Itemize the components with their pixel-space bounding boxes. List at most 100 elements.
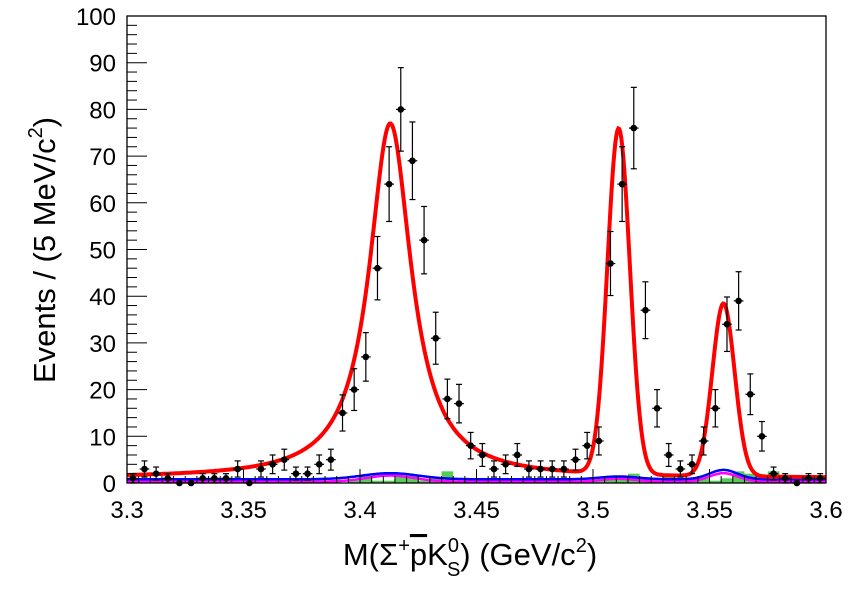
data-marker (537, 465, 544, 473)
y-axis-label: Events / (5 MeV/c2) (25, 117, 62, 383)
data-marker (618, 180, 626, 188)
data-marker (409, 157, 416, 165)
y-tick-label: 60 (89, 191, 116, 218)
data-point (209, 473, 220, 484)
data-marker (770, 470, 777, 477)
histogram-bar (593, 480, 605, 483)
data-marker (397, 106, 405, 113)
data-point (430, 311, 441, 365)
data-marker (688, 461, 696, 468)
data-marker (327, 456, 335, 463)
data-marker (339, 409, 346, 417)
histogram-bar (697, 478, 710, 483)
data-marker (479, 451, 486, 459)
histogram-bar (406, 475, 419, 483)
data-marker (583, 442, 591, 449)
data-point (279, 448, 290, 471)
data-marker (572, 456, 579, 463)
x-tick-label: 3.45 (453, 497, 500, 524)
data-point (314, 454, 325, 475)
fit-curves (127, 121, 826, 483)
data-marker (490, 465, 498, 473)
data-marker (222, 475, 230, 482)
data-marker (269, 461, 276, 468)
data-point (454, 383, 464, 424)
data-marker (141, 465, 148, 473)
data-marker (758, 433, 766, 440)
data-point (710, 389, 721, 428)
data-point (768, 466, 779, 481)
histogram-bar (418, 480, 430, 483)
data-point (605, 230, 616, 297)
data-point (500, 454, 511, 475)
data-point (698, 426, 709, 456)
x-tick-label: 3.3 (110, 497, 143, 524)
x-tick-label: 3.35 (220, 497, 267, 524)
data-marker (444, 395, 451, 403)
data-marker (152, 470, 160, 477)
x-tick-label: 3.4 (343, 497, 376, 524)
data-marker (735, 297, 742, 305)
y-tick-label: 0 (103, 471, 116, 498)
x-tick-label: 3.6 (809, 497, 842, 524)
data-marker (595, 437, 603, 445)
data-point (267, 454, 278, 475)
data-marker (723, 320, 731, 328)
data-marker (432, 334, 440, 342)
histogram-bar (721, 478, 733, 483)
data-marker (385, 180, 393, 188)
data-marker (350, 386, 358, 393)
data-marker (257, 465, 265, 473)
data-point (465, 431, 476, 460)
data-point (652, 389, 662, 428)
data-point (395, 67, 406, 152)
data-marker (280, 456, 288, 463)
x-tick-label: 3.5 (576, 497, 609, 524)
data-point (232, 460, 243, 478)
y-tick-label: 80 (89, 97, 116, 124)
data-marker (607, 260, 614, 267)
data-marker (420, 236, 428, 244)
data-point (617, 146, 627, 223)
total-fit-curve (127, 121, 826, 480)
data-point (256, 460, 266, 478)
data-point (419, 205, 429, 275)
data-point (687, 454, 697, 475)
data-marker (630, 124, 638, 132)
data-point (489, 460, 499, 478)
y-axis: 0 10 20 30 40 50 60 70 80 90 100 (76, 4, 147, 498)
data-marker (502, 461, 509, 468)
data-marker (455, 400, 463, 407)
histogram-bar (371, 480, 384, 483)
data-point (291, 466, 301, 481)
data-point (745, 373, 756, 416)
data-point (407, 121, 418, 201)
histogram-bar (383, 480, 395, 483)
data-marker (712, 404, 719, 412)
x-axis: 3.3 3.35 3.4 3.45 3.5 3.55 3.6 (110, 469, 843, 524)
y-tick-label: 30 (89, 331, 116, 358)
data-point (326, 448, 336, 471)
data-point (547, 460, 558, 478)
x-axis-label: M(Σ+pK0 S) (GeV/c2) (343, 535, 597, 581)
histogram-bar (709, 480, 722, 483)
data-marker (362, 353, 370, 361)
x-tick-label: 3.55 (686, 497, 733, 524)
data-marker (467, 442, 474, 449)
histogram-bar (348, 480, 360, 483)
y-tick-label: 90 (89, 51, 116, 78)
data-marker (653, 404, 661, 412)
data-point (372, 235, 383, 301)
data-point (640, 281, 651, 340)
y-tick-label: 20 (89, 378, 116, 405)
data-point (477, 442, 488, 468)
y-tick-label: 40 (89, 284, 116, 311)
data-point (594, 426, 604, 456)
data-point (302, 466, 313, 481)
data-point (757, 420, 767, 452)
data-marker (315, 461, 323, 468)
data-point (570, 448, 581, 471)
data-marker (129, 475, 137, 482)
data-point (361, 332, 371, 382)
y-tick-label: 70 (89, 144, 116, 171)
